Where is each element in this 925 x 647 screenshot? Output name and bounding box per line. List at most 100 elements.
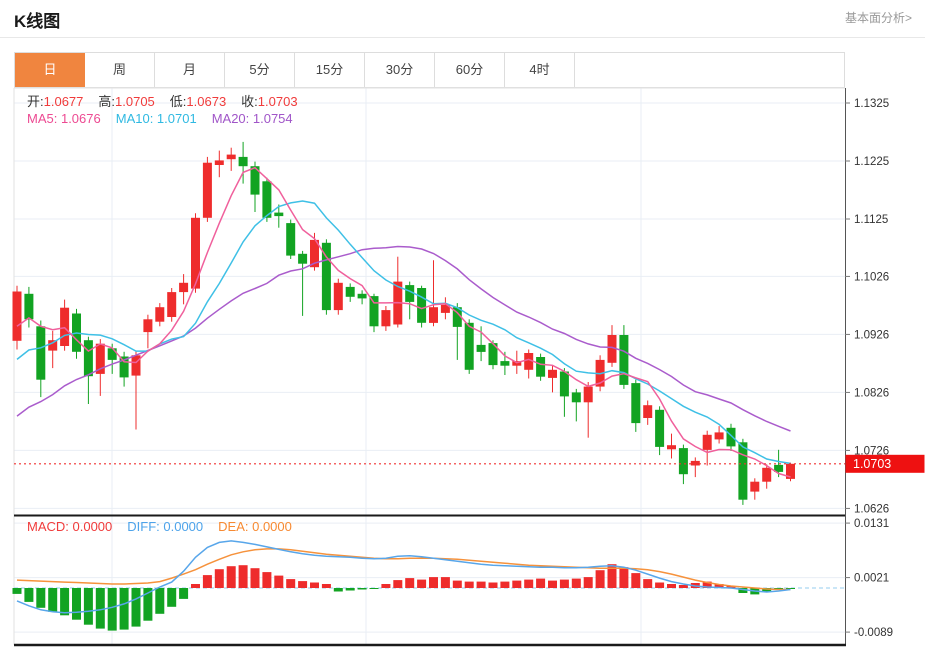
tab-15分[interactable]: 15分 (295, 53, 365, 87)
ohlc-open-readout: 开:1.0677 (27, 94, 84, 109)
price-tick-label: 1.0626 (854, 503, 889, 515)
candle[interactable] (226, 147, 236, 171)
tab-60分[interactable]: 60分 (435, 53, 505, 87)
candle[interactable] (262, 177, 272, 222)
candle[interactable] (357, 290, 367, 305)
candle[interactable] (72, 308, 81, 359)
candle[interactable] (690, 457, 700, 478)
candle[interactable] (345, 283, 355, 302)
candle[interactable] (476, 326, 486, 362)
macd-bar (72, 588, 81, 620)
candle[interactable] (762, 464, 772, 489)
price-tick-label: 1.1325 (854, 98, 889, 110)
candle[interactable] (738, 438, 748, 505)
candle[interactable] (607, 325, 617, 367)
candle[interactable] (333, 278, 343, 315)
candle[interactable] (750, 478, 760, 500)
macd-bar (738, 588, 748, 593)
tab-月[interactable]: 月 (155, 53, 225, 87)
candle[interactable] (36, 320, 46, 398)
candle[interactable] (321, 239, 331, 315)
candle[interactable] (667, 433, 676, 459)
candle[interactable] (274, 204, 284, 228)
macd-bar (726, 586, 736, 588)
tab-30分[interactable]: 30分 (365, 53, 435, 87)
candle[interactable] (381, 306, 391, 331)
ma-lines (16, 166, 791, 478)
candle[interactable] (417, 285, 427, 328)
candle[interactable] (429, 260, 438, 327)
macd-bar (119, 588, 129, 630)
candle[interactable] (714, 426, 724, 444)
candle[interactable] (619, 325, 629, 389)
candle[interactable] (179, 274, 189, 305)
candle[interactable] (559, 368, 569, 417)
candle[interactable] (95, 339, 105, 396)
macd-panel (12, 540, 845, 631)
candle[interactable] (298, 250, 308, 316)
macd-bar (774, 588, 784, 590)
candle[interactable] (155, 303, 165, 327)
macd-bar (310, 582, 319, 588)
candle[interactable] (191, 213, 200, 293)
candle[interactable] (24, 286, 34, 328)
candle[interactable] (774, 449, 784, 478)
tab-4时[interactable]: 4时 (505, 53, 575, 87)
candle[interactable] (631, 379, 641, 432)
candle[interactable] (643, 400, 653, 425)
macd-bar (167, 588, 177, 607)
candle[interactable] (250, 161, 260, 212)
macd-readout: MACD: 0.0000 (27, 519, 113, 534)
tab-周[interactable]: 周 (85, 53, 155, 87)
candle[interactable] (60, 299, 70, 351)
candle[interactable] (786, 462, 795, 482)
candle[interactable] (405, 281, 415, 320)
candle[interactable] (119, 351, 129, 387)
macd-bar (24, 588, 34, 602)
macd-bar (369, 588, 379, 589)
tab-日[interactable]: 日 (15, 53, 85, 87)
candle[interactable] (393, 256, 403, 328)
price-tick-label: 1.1225 (854, 156, 889, 168)
macd-bar (333, 588, 343, 592)
candle[interactable] (286, 219, 296, 259)
ohlc-close-readout: 收:1.0703 (241, 94, 298, 109)
candle[interactable] (452, 303, 462, 360)
macd-bar (476, 581, 486, 588)
ma10-readout: MA10: 1.0701 (115, 111, 197, 126)
candle[interactable] (571, 388, 581, 422)
macd-bar (512, 580, 522, 588)
candle[interactable] (83, 336, 93, 404)
candle[interactable] (464, 319, 474, 374)
candle[interactable] (536, 353, 546, 381)
candle[interactable] (143, 314, 153, 349)
ma20-line (16, 245, 791, 432)
candle[interactable] (167, 288, 177, 322)
candle[interactable] (583, 382, 593, 438)
candle[interactable] (107, 343, 117, 374)
macd-bar (60, 588, 70, 616)
macd-bar (226, 566, 236, 588)
candle[interactable] (726, 423, 736, 451)
candle[interactable] (702, 430, 712, 466)
candle[interactable] (310, 232, 319, 271)
candle[interactable] (548, 365, 557, 393)
candle[interactable] (488, 340, 498, 370)
candle[interactable] (214, 150, 224, 178)
candle[interactable] (678, 444, 688, 485)
candle[interactable] (655, 406, 665, 456)
candle[interactable] (48, 330, 58, 369)
candle[interactable] (12, 285, 22, 350)
macd-bar (631, 573, 641, 588)
candle[interactable] (131, 350, 141, 430)
candle[interactable] (512, 350, 522, 374)
candle[interactable] (595, 355, 605, 392)
candle[interactable] (524, 349, 534, 379)
candle[interactable] (202, 156, 212, 222)
candle[interactable] (500, 351, 510, 375)
candle[interactable] (238, 141, 248, 184)
tab-5分[interactable]: 5分 (225, 53, 295, 87)
fundamental-analysis-link[interactable]: 基本面分析> (844, 11, 912, 25)
candle[interactable] (440, 297, 450, 320)
candle[interactable] (369, 293, 379, 333)
